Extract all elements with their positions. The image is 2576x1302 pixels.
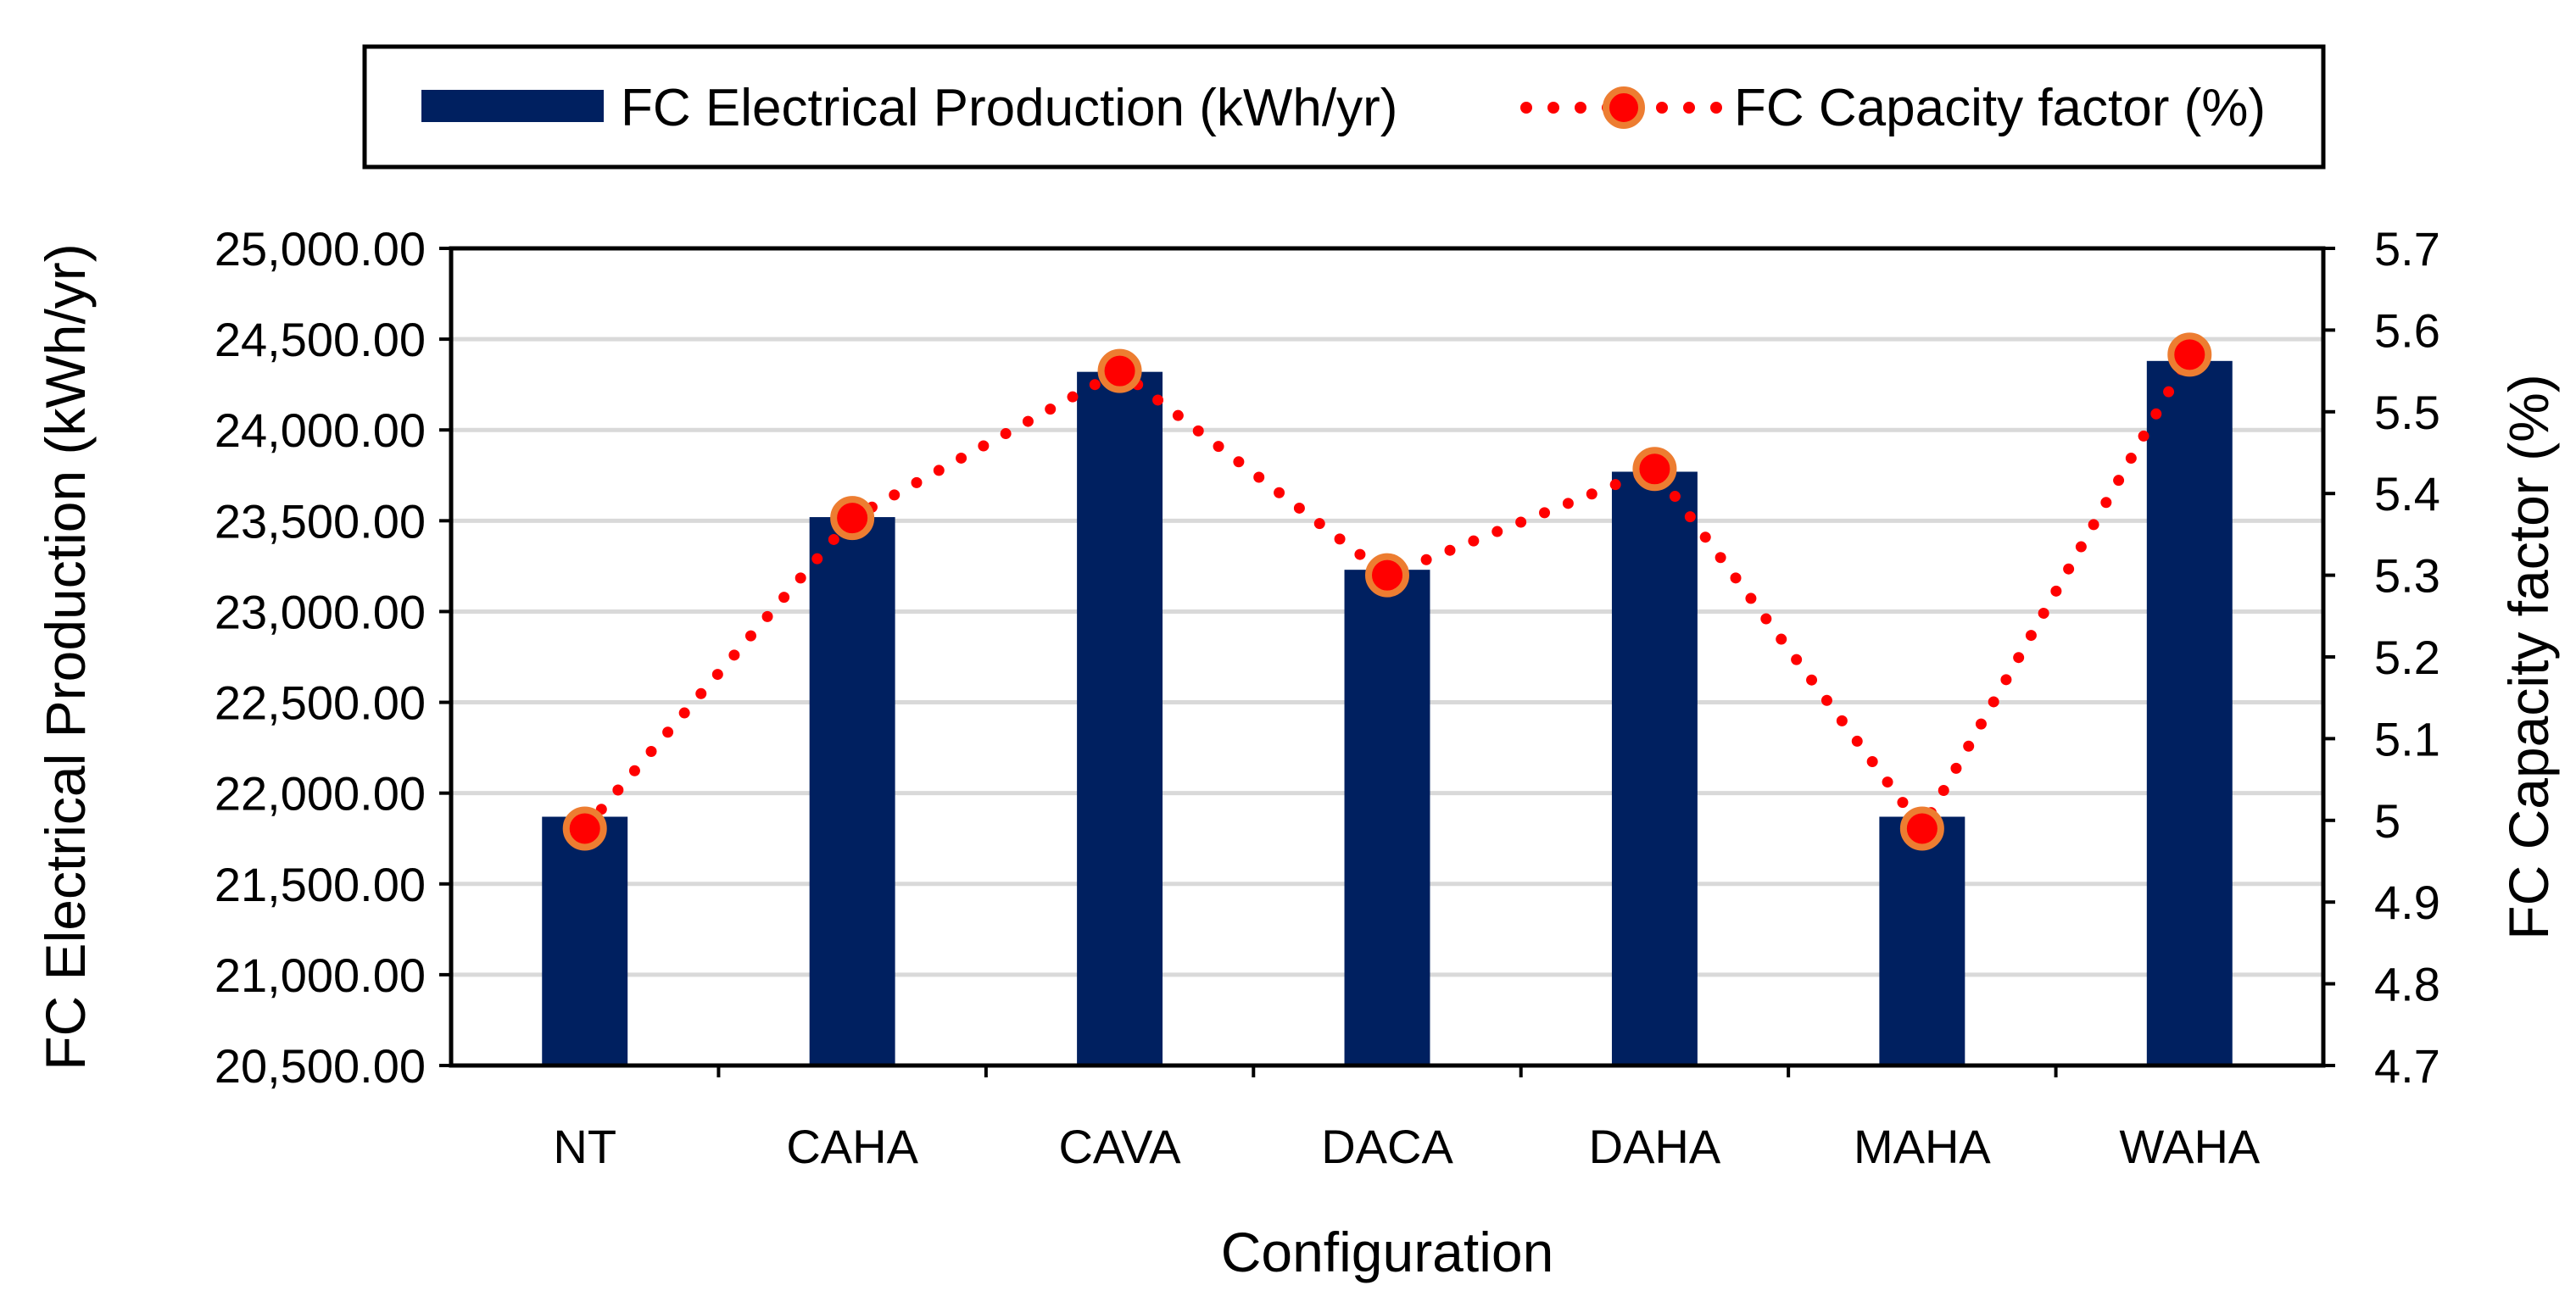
marker-waha bbox=[2167, 332, 2212, 377]
legend-bar-label: FC Electrical Production (kWh/yr) bbox=[621, 79, 1397, 137]
bar-caha bbox=[809, 517, 895, 1066]
left-axis-title: FC Electrical Production (kWh/yr) bbox=[34, 243, 97, 1071]
left-tick-label: 23,500.00 bbox=[215, 494, 426, 548]
x-axis-title: Configuration bbox=[1221, 1221, 1554, 1283]
right-axis-title: FC Capacity factor (%) bbox=[2497, 374, 2560, 939]
marker-maha bbox=[1899, 806, 1944, 851]
left-tick-label: 21,000.00 bbox=[215, 949, 426, 1002]
bar-daca bbox=[1344, 570, 1430, 1066]
plot-area bbox=[439, 246, 2335, 1077]
left-tick-label: 23,000.00 bbox=[215, 585, 426, 638]
right-tick-label: 5.3 bbox=[2374, 549, 2440, 603]
right-tick-label: 5.6 bbox=[2374, 303, 2440, 357]
bars bbox=[542, 360, 2233, 1066]
line-series bbox=[562, 332, 2212, 851]
bar-maha bbox=[1879, 816, 1965, 1066]
bar-waha bbox=[2146, 360, 2233, 1066]
left-tick-label: 22,000.00 bbox=[215, 767, 426, 821]
right-tick-label: 5.1 bbox=[2374, 712, 2440, 765]
left-tick-label: 20,500.00 bbox=[215, 1039, 426, 1093]
x-tick-label: NT bbox=[553, 1120, 616, 1173]
legend-line-label: FC Capacity factor (%) bbox=[1734, 79, 2266, 137]
right-tick-label: 5.7 bbox=[2374, 222, 2440, 275]
right-tick-label: 5.4 bbox=[2374, 467, 2440, 520]
legend: FC Electrical Production (kWh/yr) FC Cap… bbox=[362, 44, 2326, 170]
marker-caha bbox=[830, 496, 875, 541]
right-tick-label: 4.7 bbox=[2374, 1039, 2440, 1093]
x-tick-label: DACA bbox=[1321, 1120, 1453, 1173]
left-axis-ticks bbox=[439, 247, 2058, 1077]
left-tick-label: 22,500.00 bbox=[215, 676, 426, 730]
right-tick-label: 5.2 bbox=[2374, 631, 2440, 684]
right-tick-label: 4.8 bbox=[2374, 958, 2440, 1011]
x-axis-tick-labels: NT CAHA CAVA DACA DAHA MAHA WAHA bbox=[553, 1120, 2261, 1173]
left-tick-label: 21,500.00 bbox=[215, 858, 426, 911]
left-tick-label: 24,000.00 bbox=[215, 403, 426, 457]
right-axis-ticks bbox=[2323, 247, 2335, 1067]
left-axis-tick-labels: 20,500.00 21,000.00 21,500.00 22,000.00 22,5… bbox=[215, 222, 426, 1093]
bar-daha bbox=[1611, 471, 1698, 1066]
right-axis-tick-labels: 4.7 4.8 4.9 5 5.1 5.2 5.3 5.4 5.5 5.6 5.7 bbox=[2374, 222, 2440, 1093]
right-tick-label: 4.9 bbox=[2374, 876, 2440, 929]
bar-cava bbox=[1077, 371, 1163, 1066]
marker-daha bbox=[1632, 447, 1677, 492]
bar-nt bbox=[542, 816, 628, 1066]
x-tick-label: CAVA bbox=[1058, 1120, 1181, 1173]
legend-bar-swatch bbox=[421, 90, 604, 122]
marker-daca bbox=[1365, 553, 1409, 598]
x-tick-label: WAHA bbox=[2119, 1120, 2261, 1173]
right-tick-label: 5 bbox=[2374, 794, 2400, 848]
marker-nt bbox=[562, 806, 607, 851]
left-tick-label: 24,500.00 bbox=[215, 313, 426, 366]
right-tick-label: 5.5 bbox=[2374, 386, 2440, 439]
x-tick-label: DAHA bbox=[1589, 1120, 1721, 1173]
x-tick-label: CAHA bbox=[786, 1120, 918, 1173]
marker-cava bbox=[1097, 348, 1142, 393]
legend-line-marker bbox=[1603, 86, 1645, 129]
x-tick-label: MAHA bbox=[1854, 1120, 1991, 1173]
left-tick-label: 25,000.00 bbox=[215, 222, 426, 275]
legend-box bbox=[362, 44, 2326, 170]
